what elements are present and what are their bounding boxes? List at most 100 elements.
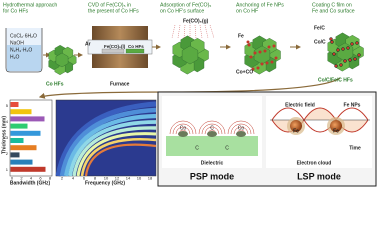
y-tick-label: 5 [6,103,9,108]
reagent: N₂H₄·H₂O [10,47,32,53]
particles-label: Fe NPs [344,102,361,108]
y-axis-label: Thickness (mm) [1,116,7,154]
material-label: C [195,145,199,151]
x-axis-label: Frequency (GHz) [85,180,125,186]
furnace [92,26,148,40]
fe-np [270,60,274,64]
fe-np [330,40,334,44]
bar [10,145,37,151]
product-label: Co/C/Fe/C HFs [318,77,353,83]
bar [10,166,46,172]
cloud-label: Electron cloud [297,160,332,166]
step-title: the present of Co HFs [88,8,139,14]
dielectric-label: Dielectric [201,160,224,166]
fe-np [263,49,267,53]
field-arc [201,123,223,135]
material-label: C [210,125,214,131]
contour [84,143,157,177]
field-arc [172,123,194,135]
adsorption-arrow [204,24,209,39]
adsorption-arrow [194,24,197,39]
fe-np [350,42,354,46]
fe-np [274,56,278,60]
y-tick-label: 2 [6,151,9,156]
reagent: H₂O [10,54,20,60]
bar [10,109,32,115]
x-tick-label: 4 [72,176,75,181]
boat-label: Fe(CO)₅(l) [104,44,126,49]
particle-label: Co/C [314,39,326,45]
contour [59,107,157,177]
step-title: Coating C film on [312,2,352,8]
bar [10,152,20,158]
fe-np [253,51,257,55]
fe-np [353,57,357,61]
fe-np [336,48,340,52]
adsorption-arrow [209,24,215,39]
field-arc [169,120,197,135]
particle [236,131,246,137]
adsorption-arrow [177,24,181,39]
x-tick-label: 14 [126,176,131,181]
x-tick-label: 6 [39,176,42,181]
step-title: Anchoring of Fe NPs [236,2,284,8]
fe-np [346,46,350,50]
furnace [92,54,148,68]
x-tick-label: 8 [94,176,97,181]
gas-label: Ar [85,41,91,47]
fe-np [339,63,343,67]
x-tick-label: 12 [115,176,120,181]
dielectric [166,136,258,156]
bar [10,159,33,165]
illustrations [5,24,377,187]
x-tick-label: 4 [30,176,33,181]
reagent: NaOH [10,40,24,46]
fe-np [334,64,338,68]
contour [63,113,157,177]
field-label: Electric field [285,102,315,108]
boat [125,48,145,54]
fe-core [330,120,342,132]
figure: 5 4 3 2 10 2 4 6 8 2 4 6 8 10 12 14 16 18 Hydrothermal app… [1,2,377,187]
contour [68,120,157,177]
field-arc [227,120,255,135]
contour [80,138,157,177]
particle-label: Fe [238,33,244,39]
boat [101,48,125,54]
fe-np [267,45,271,49]
core-label: Fe [333,128,339,134]
step-title: for Co HFs [3,8,28,14]
particle-label: Co+CO [236,69,253,75]
step-title: on Co HF's surface [160,8,204,14]
x-tick-label: 2 [61,176,64,181]
fe-np [355,41,359,45]
x-tick-label: 2 [20,176,23,181]
fe-np [329,37,333,41]
particle-label: Fe/C [314,25,325,31]
reagent: CoCl₂·6H₂O [10,33,37,39]
product-label: Co HFs [46,81,64,87]
adsorption-arrow [183,24,186,39]
fe-np [357,53,361,57]
x-tick-label: 8 [49,176,52,181]
gas-label: Fe(CO)₅(g) [183,18,209,24]
x-tick-label: 0 [11,176,14,181]
x-tick-label: 16 [137,176,142,181]
field-arc [198,120,226,135]
x-axis-label: Bandwidth (GHz) [10,180,51,186]
material-label: Co [238,125,245,131]
y-tick-label: 3 [6,135,9,140]
step-title: Hydrothermal approach [3,2,57,8]
y-tick-label: 1 [6,167,9,172]
particle [178,131,188,137]
step-title: CVD of Fe(CO)₅ in [88,2,131,8]
field-arc [204,126,220,135]
solution [7,45,41,71]
fe-np [343,59,347,63]
particle [207,131,217,137]
flake [55,52,69,68]
contour [72,126,157,177]
contour [55,101,157,177]
bar [10,130,41,136]
material-label: C [225,145,229,151]
